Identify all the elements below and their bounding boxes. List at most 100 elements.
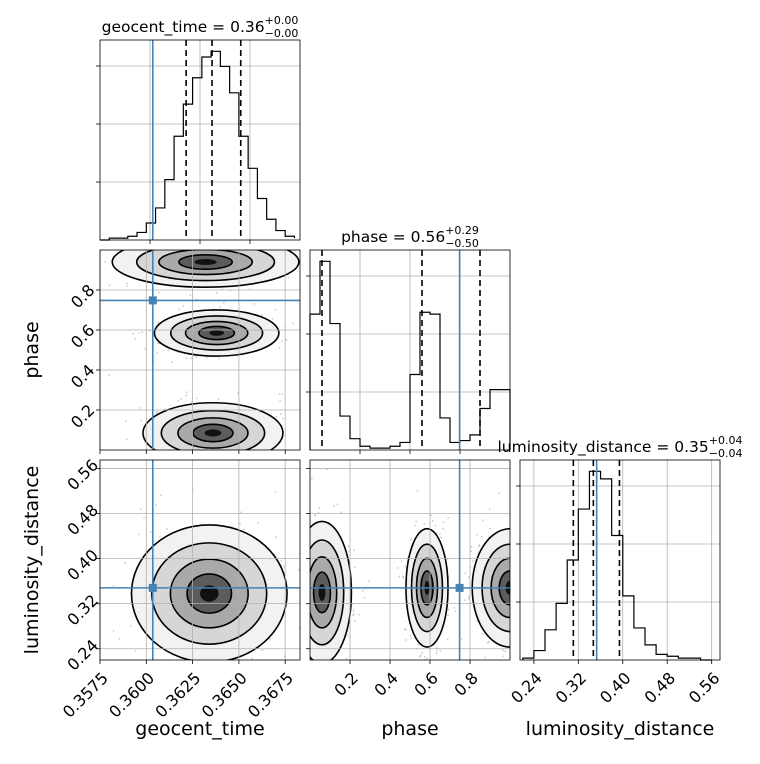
sample-point: [467, 576, 470, 578]
sample-point: [303, 619, 305, 621]
sample-point: [149, 530, 152, 533]
sample-point: [513, 635, 515, 637]
sample-point: [242, 701, 244, 703]
axis-label: luminosity_distance: [21, 466, 43, 655]
sample-point: [125, 438, 128, 441]
sample-point: [193, 235, 195, 237]
sample-point: [306, 261, 308, 263]
sample-point: [400, 560, 403, 563]
sample-point: [144, 347, 147, 350]
sample-point: [467, 595, 470, 598]
sample-point: [521, 613, 523, 615]
sample-point: [313, 666, 315, 668]
x-tick-label: 0.3600: [105, 668, 158, 721]
x-tick-label: 0.24: [507, 668, 546, 707]
sample-point: [546, 634, 548, 636]
contour-line: [186, 573, 233, 614]
sample-point: [246, 454, 248, 456]
sample-point: [513, 618, 515, 620]
sample-point: [306, 578, 308, 580]
sample-point: [124, 561, 127, 564]
sample-point: [278, 347, 281, 349]
sample-point: [303, 592, 305, 594]
contour-line: [135, 250, 276, 282]
sample-point: [132, 332, 135, 335]
sample-point: [504, 650, 507, 653]
sample-point: [316, 702, 318, 704]
y-tick-label: 0.24: [63, 636, 102, 675]
sample-point: [307, 551, 309, 553]
sample-point: [513, 551, 515, 553]
sample-point: [513, 550, 515, 552]
sample-point: [306, 611, 308, 613]
sample-point: [134, 337, 137, 340]
sample-point: [489, 527, 492, 530]
sample-point: [157, 321, 159, 324]
sample-point: [306, 454, 308, 456]
sample-point: [134, 650, 137, 652]
contour-line: [177, 417, 249, 449]
sample-point: [304, 558, 306, 560]
sample-point: [130, 244, 132, 246]
sample-point: [308, 636, 310, 638]
sample-point: [524, 651, 526, 653]
sample-point: [435, 649, 438, 652]
text-layer: geocent_time = 0.36+0.00 −0.00 phase = 0.5…: [21, 14, 742, 740]
sample-point: [528, 579, 530, 581]
title-lower-error: −0.50: [445, 237, 479, 250]
sample-point: [315, 669, 317, 671]
sample-point: [171, 235, 173, 237]
sample-point: [140, 460, 142, 462]
x-tick-label: 0.32: [552, 668, 591, 707]
title-lower-error: −0.04: [709, 447, 743, 460]
sample-point: [536, 562, 538, 564]
sample-point: [543, 604, 545, 606]
title-lead: geocent_time = 0.36: [102, 18, 265, 37]
sample-point: [303, 550, 305, 552]
y-tick-label: 0.56: [63, 455, 102, 494]
histogram-step: [100, 50, 296, 241]
sample-point: [198, 452, 200, 454]
sample-point: [112, 629, 115, 632]
sample-point: [269, 454, 271, 456]
sample-point: [318, 507, 321, 509]
sample-point: [470, 550, 472, 553]
sample-point: [279, 413, 282, 415]
contour-line: [158, 250, 254, 276]
sample-point: [223, 462, 225, 464]
contour-line: [160, 409, 266, 450]
title-upper-error: +0.04: [709, 434, 743, 447]
sample-point: [396, 567, 399, 569]
sample-point: [200, 455, 202, 457]
sample-point: [284, 243, 286, 245]
sample-point: [305, 633, 307, 635]
sample-point: [431, 520, 434, 522]
sample-point: [224, 230, 226, 232]
sample-point: [482, 519, 484, 522]
sample-point: [218, 306, 221, 308]
sample-point: [525, 583, 527, 585]
sample-point: [155, 503, 157, 506]
sample-point: [285, 660, 287, 662]
sample-point: [126, 282, 128, 285]
sample-point: [460, 638, 463, 640]
sample-point: [481, 535, 483, 538]
sample-point: [354, 619, 356, 622]
sample-point: [261, 649, 263, 652]
sample-point: [546, 594, 548, 596]
sample-point: [550, 620, 552, 622]
sample-point: [293, 615, 295, 617]
sample-point: [470, 545, 473, 548]
sample-point: [516, 594, 518, 596]
sample-point: [301, 604, 303, 606]
sample-point: [143, 516, 145, 519]
sample-point: [230, 464, 232, 466]
sample-point: [448, 576, 450, 579]
sample-point: [347, 634, 350, 637]
sample-point: [419, 655, 422, 658]
sample-point: [303, 617, 305, 619]
sample-point: [290, 567, 292, 569]
sample-point: [275, 536, 277, 538]
sample-point: [423, 655, 426, 658]
sample-point: [557, 621, 559, 623]
